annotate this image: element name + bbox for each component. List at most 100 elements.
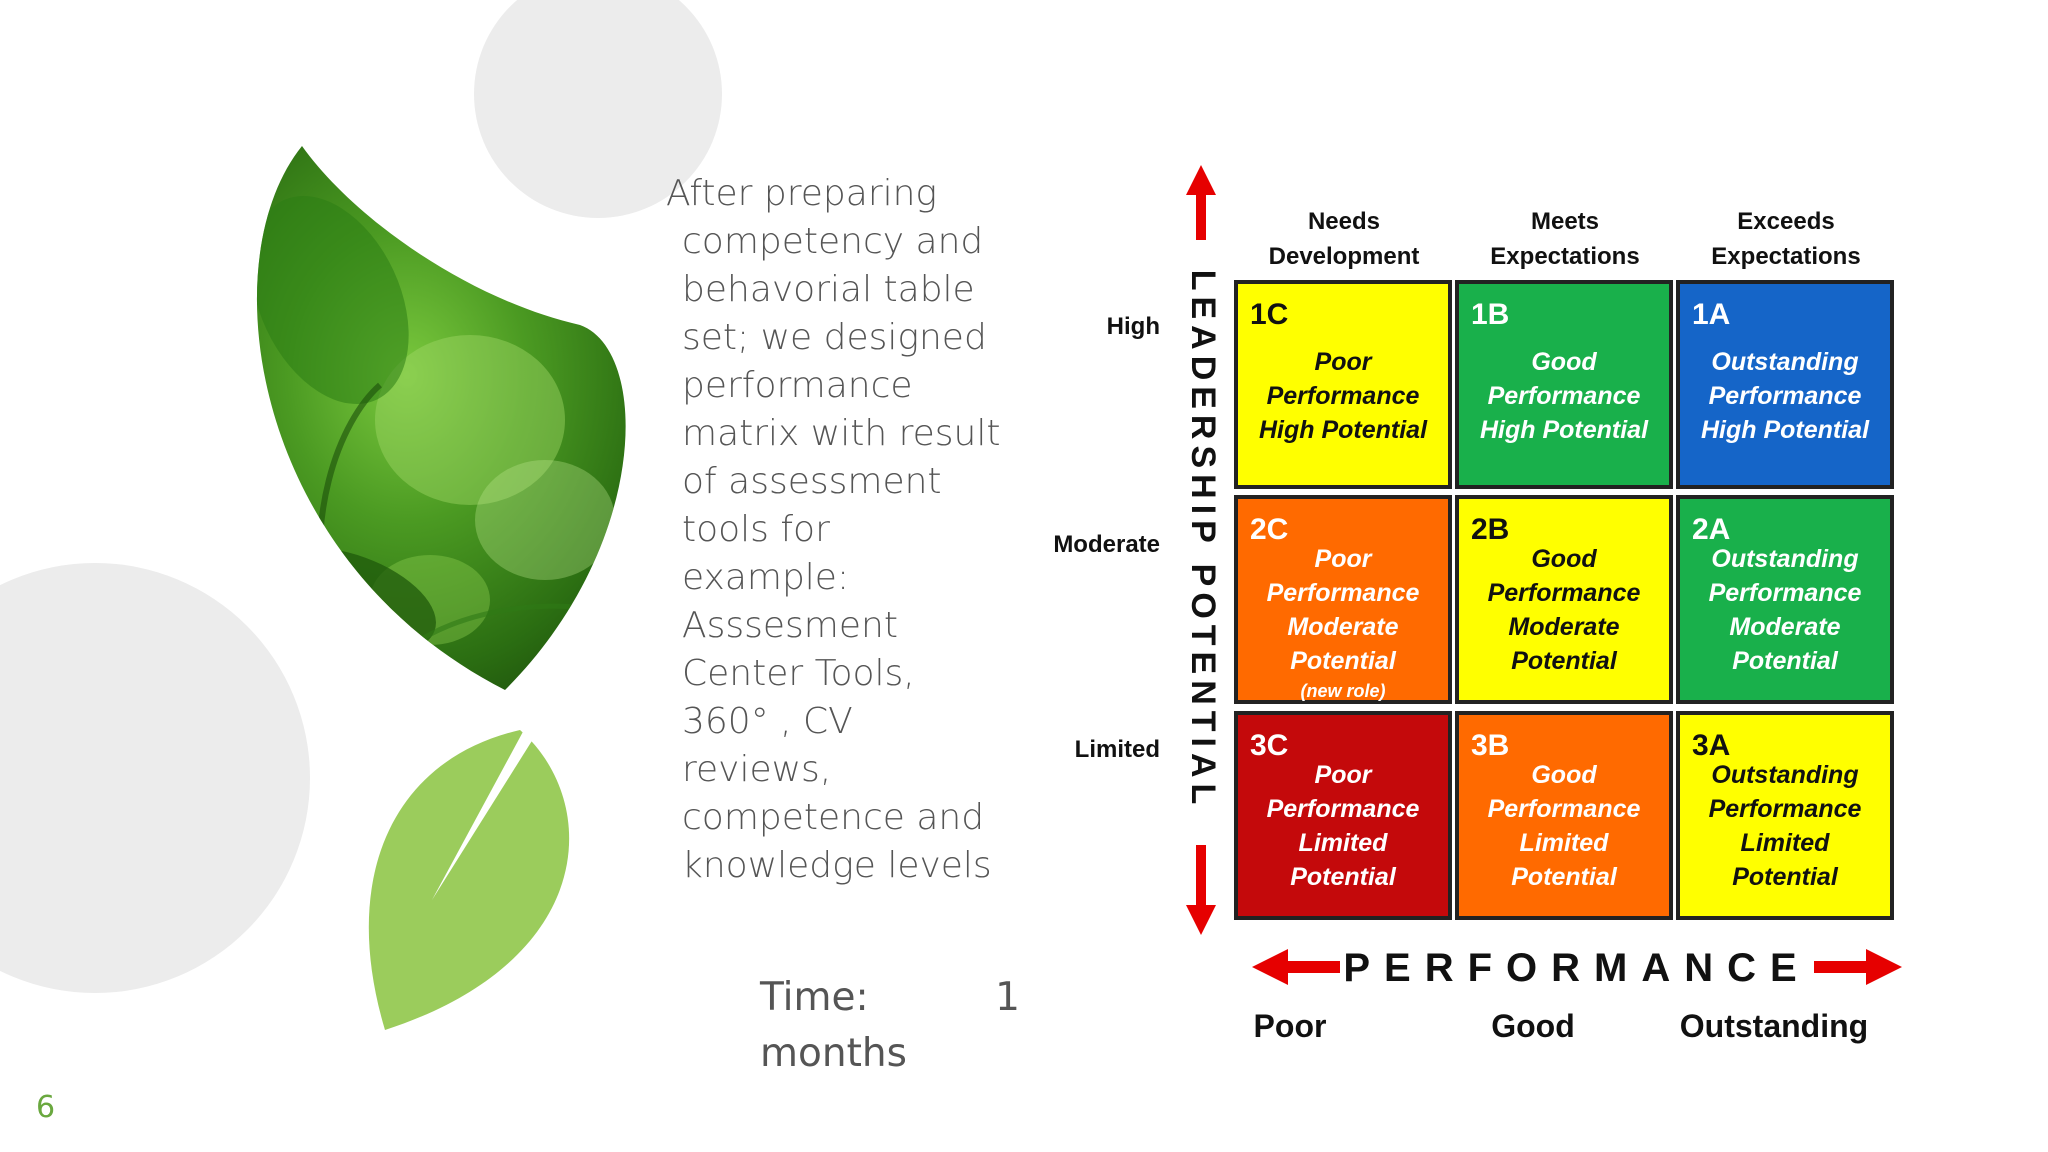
matrix-cell-id: 2C xyxy=(1250,513,1288,546)
column-header-line2: Expectations xyxy=(1711,243,1860,270)
column-header-line1: Meets xyxy=(1531,208,1599,235)
matrix-cell-3c: 3C Poor Performance Limited Potential xyxy=(1234,711,1452,920)
matrix-cell-line: High Potential xyxy=(1480,416,1649,444)
column-header-line1: Exceeds xyxy=(1737,208,1834,235)
matrix-cell-line: Potential xyxy=(1511,647,1618,675)
description-line: After preparing xyxy=(666,173,938,214)
matrix-cell-id: 3B xyxy=(1471,729,1509,762)
description-line: behavorial table xyxy=(682,269,975,310)
description-line: competence and xyxy=(682,797,985,838)
matrix-cell-line: Moderate xyxy=(1729,613,1840,641)
time-unit: months xyxy=(760,1031,907,1076)
matrix-cell-background xyxy=(1234,495,1452,704)
description-line: matrix with result xyxy=(682,413,1001,454)
matrix-cell-line: Poor xyxy=(1315,348,1373,376)
bottom-label-poor: Poor xyxy=(1254,1008,1327,1044)
matrix-cell-id: 1C xyxy=(1250,298,1288,331)
description-line: Asssesment xyxy=(682,605,898,646)
matrix-cell-line: Performance xyxy=(1709,382,1862,410)
matrix-cell-line: Poor xyxy=(1315,545,1373,573)
big-leaf-photo xyxy=(256,146,626,690)
matrix-cell-background xyxy=(1455,495,1673,704)
column-header-line1: Needs xyxy=(1308,208,1380,235)
matrix-cell-1c: 1C Poor Performance High Potential xyxy=(1234,280,1452,489)
column-header-line2: Development xyxy=(1269,243,1420,270)
matrix-cell-line: Potential xyxy=(1511,863,1618,891)
description-line: competency and xyxy=(682,221,984,262)
description-line: set; we designed xyxy=(682,317,987,358)
matrix-cell-id: 3C xyxy=(1250,729,1288,762)
vertical-axis-label: LEADERSHIP POTENTIAL xyxy=(1184,270,1222,811)
description-line: performance xyxy=(682,365,913,406)
matrix-cell-line: Good xyxy=(1531,761,1597,789)
matrix-cell-line: Outstanding xyxy=(1711,761,1858,789)
matrix-cell-line: Performance xyxy=(1267,382,1420,410)
leaf-illustration xyxy=(256,146,626,1030)
matrix-cell-note: (new role) xyxy=(1300,681,1385,701)
matrix-cell-background xyxy=(1455,711,1673,920)
matrix-cell-line: Limited xyxy=(1741,829,1831,857)
matrix-cell-line: Potential xyxy=(1290,863,1397,891)
bottom-label-outstanding: Outstanding xyxy=(1680,1008,1868,1044)
description-line: reviews, xyxy=(682,749,832,790)
horizontal-axis-label: PERFORMANCE xyxy=(1343,946,1810,990)
time-estimate: Time: 1 months xyxy=(760,970,1020,1082)
matrix-cell-line: Potential xyxy=(1732,863,1839,891)
matrix-cell-line: Moderate xyxy=(1508,613,1619,641)
matrix-cell-line: Performance xyxy=(1488,382,1641,410)
matrix-cell-background xyxy=(1676,711,1894,920)
time-value: 1 xyxy=(995,975,1020,1020)
matrix-cell-line: Performance xyxy=(1709,795,1862,823)
description-line: of assessment xyxy=(682,461,942,502)
column-header-line2: Expectations xyxy=(1490,243,1639,270)
matrix-cell-line: Outstanding xyxy=(1711,545,1858,573)
matrix-cell-line: Performance xyxy=(1709,579,1862,607)
page-number: 6 xyxy=(36,1090,56,1125)
description-text: After preparing competency and behavoria… xyxy=(666,170,1006,890)
matrix-cell-2c: 2C Poor Performance Moderate Potential (new r… xyxy=(1234,495,1452,704)
bottom-label-good: Good xyxy=(1491,1008,1575,1044)
matrix-cell-line: Limited xyxy=(1299,829,1389,857)
matrix-cell-line: Performance xyxy=(1488,579,1641,607)
matrix-cell-background xyxy=(1455,280,1673,489)
matrix-cell-line: Good xyxy=(1531,545,1597,573)
matrix-cell-line: Potential xyxy=(1732,647,1839,675)
description-line: tools for example: xyxy=(682,509,850,598)
row-label-high: High xyxy=(1107,313,1160,340)
small-leaf xyxy=(368,730,570,1030)
matrix-cell-id: 3A xyxy=(1692,729,1730,762)
description-line: Center Tools, xyxy=(682,653,915,694)
matrix-cell-1b: 1B Good Performance High Potential xyxy=(1455,280,1673,489)
matrix-cell-line: Performance xyxy=(1267,579,1420,607)
matrix-cell-id: 2B xyxy=(1471,513,1509,546)
matrix-cell-line: Moderate xyxy=(1287,613,1398,641)
matrix-cell-line: Poor xyxy=(1315,761,1373,789)
row-label-moderate: Moderate xyxy=(1053,531,1160,558)
performance-potential-matrix: Needs Development Meets Expectations Exc… xyxy=(1053,165,1902,1044)
description-line: 360° , CV xyxy=(682,701,853,742)
matrix-cell-line: Limited xyxy=(1520,829,1610,857)
matrix-cell-background xyxy=(1234,711,1452,920)
matrix-cell-id: 2A xyxy=(1692,513,1730,546)
small-leaf-slit xyxy=(432,728,540,900)
matrix-cell-3b: 3B Good Performance Limited Potential xyxy=(1455,711,1673,920)
matrix-cell-line: Performance xyxy=(1488,795,1641,823)
matrix-cell-line: Potential xyxy=(1290,647,1397,675)
matrix-cell-line: Performance xyxy=(1267,795,1420,823)
matrix-cell-id: 1A xyxy=(1692,298,1730,331)
matrix-cell-background xyxy=(1234,280,1452,489)
decorative-circle-top xyxy=(474,0,722,218)
matrix-cell-2b: 2B Good Performance Moderate Potential xyxy=(1455,495,1673,704)
matrix-cells: 1C Poor Performance High Potential 1B Good Per… xyxy=(1234,280,1894,920)
matrix-cell-background xyxy=(1676,280,1894,489)
description-line: knowledge levels xyxy=(682,845,992,886)
matrix-cell-1a: 1A Outstanding Performance High Potential xyxy=(1676,280,1894,489)
matrix-cell-line: High Potential xyxy=(1259,416,1428,444)
row-label-limited: Limited xyxy=(1075,736,1160,763)
matrix-cell-background xyxy=(1676,495,1894,704)
matrix-cell-id: 1B xyxy=(1471,298,1509,331)
time-label: Time: xyxy=(760,975,869,1020)
